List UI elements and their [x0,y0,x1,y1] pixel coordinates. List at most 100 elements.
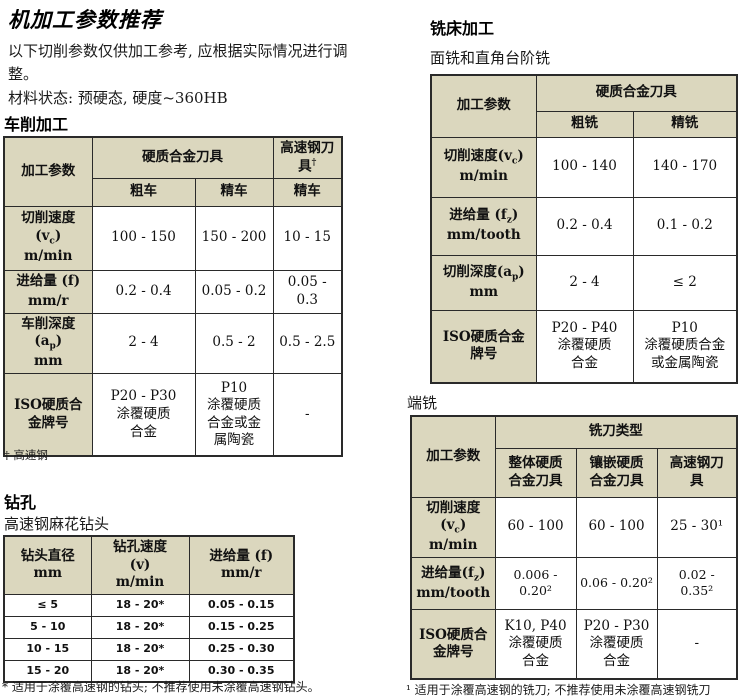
table-row: 15 - 20 18 - 20* 0.30 - 0.35 [3,659,295,683]
table-header-row: 加工参数 铣刀类型 [410,415,738,498]
face-milling-subheading: 面铣和直角台阶铣 [430,49,551,67]
param-cell: 车削深度(ap) mm [3,312,93,374]
param-cell: 进给量(fz) mm/tooth [410,556,496,610]
value-cell: - [272,372,343,457]
value-cell: 0.006 - 0.20² [494,556,577,610]
value-cell: 0.5 - 2.5 [272,312,343,374]
column-header: 精铣 [632,110,738,138]
table-row: 切削速度 (vc) m/min 100 - 150 150 - 200 10 -… [3,205,343,271]
face-milling-table: 加工参数 硬质合金刀具 粗铣 精铣 切削速度(vc) m/min 100 - 1… [430,74,738,384]
subscript: z [473,573,479,584]
value-cell: P10 涂覆硬质合金 或金属陶瓷 [632,309,738,384]
column-header: 整体硬质 合金刀具 [494,447,577,498]
drilling-table: 钻头直径 mm 钻孔速度 (v) m/min 进给量 (f) mm/r ≤ 5 … [3,535,295,684]
table-header-row: 钻头直径 mm 钻孔速度 (v) m/min 进给量 (f) mm/r [3,535,295,595]
value-cell: P10 涂覆硬质 合金或金 属陶瓷 [194,372,274,457]
milling-section-heading: 铣床加工 [430,19,495,38]
param-label: 切削深度(a [442,263,512,280]
value-cell: 0.02 - 0.35² [656,556,738,610]
table-subheader-row: 粗车 精车 精车 [4,177,343,207]
subscript: c [49,236,55,247]
param-label: 进给量 (f [449,207,507,224]
value-cell: 140 - 170 [632,136,738,198]
subscript: p [49,341,56,352]
table-subheader-row: 整体硬质 合金刀具 镶嵌硬质 合金刀具 高速钢刀 具 [411,447,738,498]
end-milling-table: 加工参数 铣刀类型 整体硬质 合金刀具 镶嵌硬质 合金刀具 高速钢刀 具 切削速… [410,415,738,681]
table-row: 进给量 (fz) mm/tooth 0.2 - 0.4 0.1 - 0.2 [430,196,738,256]
table-row: 切削速度(vc) m/min 100 - 140 140 - 170 [430,136,738,198]
value-cell: ≤ 5 [3,593,92,617]
param-cell: 切削深度(ap) mm [430,254,537,311]
param-label: 切削速度(v [443,148,512,165]
param-unit: ) m/min [24,227,73,265]
table-row: ISO硬质合 金牌号 P20 - P30 涂覆硬质 合金 P10 涂覆硬质 合金… [3,372,343,457]
value-cell: K10, P40 涂覆硬质 合金 [494,608,577,680]
param-label: 切削速度 (v [21,210,76,244]
subscript: p [511,272,519,283]
param-label: ISO硬质合 金牌号 [419,626,488,661]
value-cell: 2 - 4 [535,254,634,311]
table-row: 车削深度(ap) mm 2 - 4 0.5 - 2 0.5 - 2.5 [3,312,343,374]
param-label: ISO硬质合金 牌号 [442,328,525,363]
column-header: 高速钢刀 具 [656,447,738,498]
value-cell: 0.05 - 0.2 [194,269,274,314]
turning-footnote: † 高速钢 [4,448,48,462]
param-cell: 进给量 (fz) mm/tooth [430,196,537,256]
column-header: 钻孔速度 (v) m/min [90,535,190,595]
value-cell: ≤ 2 [632,254,738,311]
param-unit: ) m/min [459,148,524,185]
table-row: ≤ 5 18 - 20* 0.05 - 0.15 [3,593,295,617]
column-header: 加工参数 [430,74,537,138]
value-cell: 60 - 100 [575,496,658,558]
drilling-section-heading: 钻孔 [4,493,37,512]
footnote-marker: † [311,157,317,168]
value-cell: 18 - 20* [90,637,190,661]
value-cell: 0.5 - 2 [194,312,274,374]
column-header: 进给量 (f) mm/r [188,535,295,595]
param-cell: ISO硬质合 金牌号 [410,608,496,680]
value-cell: 0.30 - 0.35 [188,659,295,683]
param-cell: 切削速度 (vc) m/min [3,205,93,271]
column-header: 钻头直径 mm [3,535,92,595]
param-unit: ) mm [469,263,525,300]
value-cell: 2 - 4 [91,312,196,374]
column-header: 粗铣 [535,110,634,138]
param-cell: ISO硬质合金 牌号 [430,309,537,384]
value-cell: 10 - 15 [272,205,343,271]
subscript: z [506,215,512,226]
table-row: 10 - 15 18 - 20* 0.25 - 0.30 [3,637,295,661]
value-cell: 60 - 100 [494,496,577,558]
material-state-text: 材料状态: 预硬态, 硬度~360HB [8,89,228,107]
param-unit: ) mm [33,333,63,370]
value-cell: 0.2 - 0.4 [91,269,196,314]
value-cell: 0.05 - 0.15 [188,593,295,617]
column-header: 精车 [194,177,274,207]
column-header: 镶嵌硬质 合金刀具 [575,447,658,498]
milling-footnote: ¹ 适用于涂覆高速钢的铣刀; 不推荐使用未涂覆高速钢铣刀 [406,683,711,697]
param-unit: ) mm/tooth [446,207,521,244]
value-cell: 10 - 15 [3,637,92,661]
param-label: ISO硬质合 金牌号 [14,397,83,431]
drilling-subheading: 高速钢麻花钻头 [4,515,110,533]
subscript: c [454,525,460,536]
param-label: 进给量(f [421,564,474,581]
table-header-row: 加工参数 硬质合金刀具 [430,74,738,138]
value-cell: 5 - 10 [3,615,92,639]
column-header: 硬质合金刀具 [91,136,274,179]
table-row: 切削深度(ap) mm 2 - 4 ≤ 2 [430,254,738,311]
value-cell: 150 - 200 [194,205,274,271]
column-header: 铣刀类型 [494,415,738,449]
drilling-footnote: * 适用于涂覆高速钢的钻头; 不推荐使用未涂覆高速钢钻头。 [2,680,320,694]
table-subheader-row: 粗铣 精铣 [431,110,738,138]
column-header: 加工参数 [3,136,93,207]
table-row: 进给量(fz) mm/tooth 0.006 - 0.20² 0.06 - 0.… [410,556,738,610]
value-cell: 0.05 - 0.3 [272,269,343,314]
page-title: 机加工参数推荐 [8,7,162,32]
column-header: 加工参数 [410,415,496,498]
value-cell: P20 - P30 涂覆硬质 合金 [575,608,658,680]
value-cell: 0.1 - 0.2 [632,196,738,256]
table-row: 5 - 10 18 - 20* 0.15 - 0.25 [3,615,295,639]
column-header: 粗车 [91,177,196,207]
value-cell: 0.06 - 0.20² [575,556,658,610]
param-cell: ISO硬质合 金牌号 [3,372,93,457]
